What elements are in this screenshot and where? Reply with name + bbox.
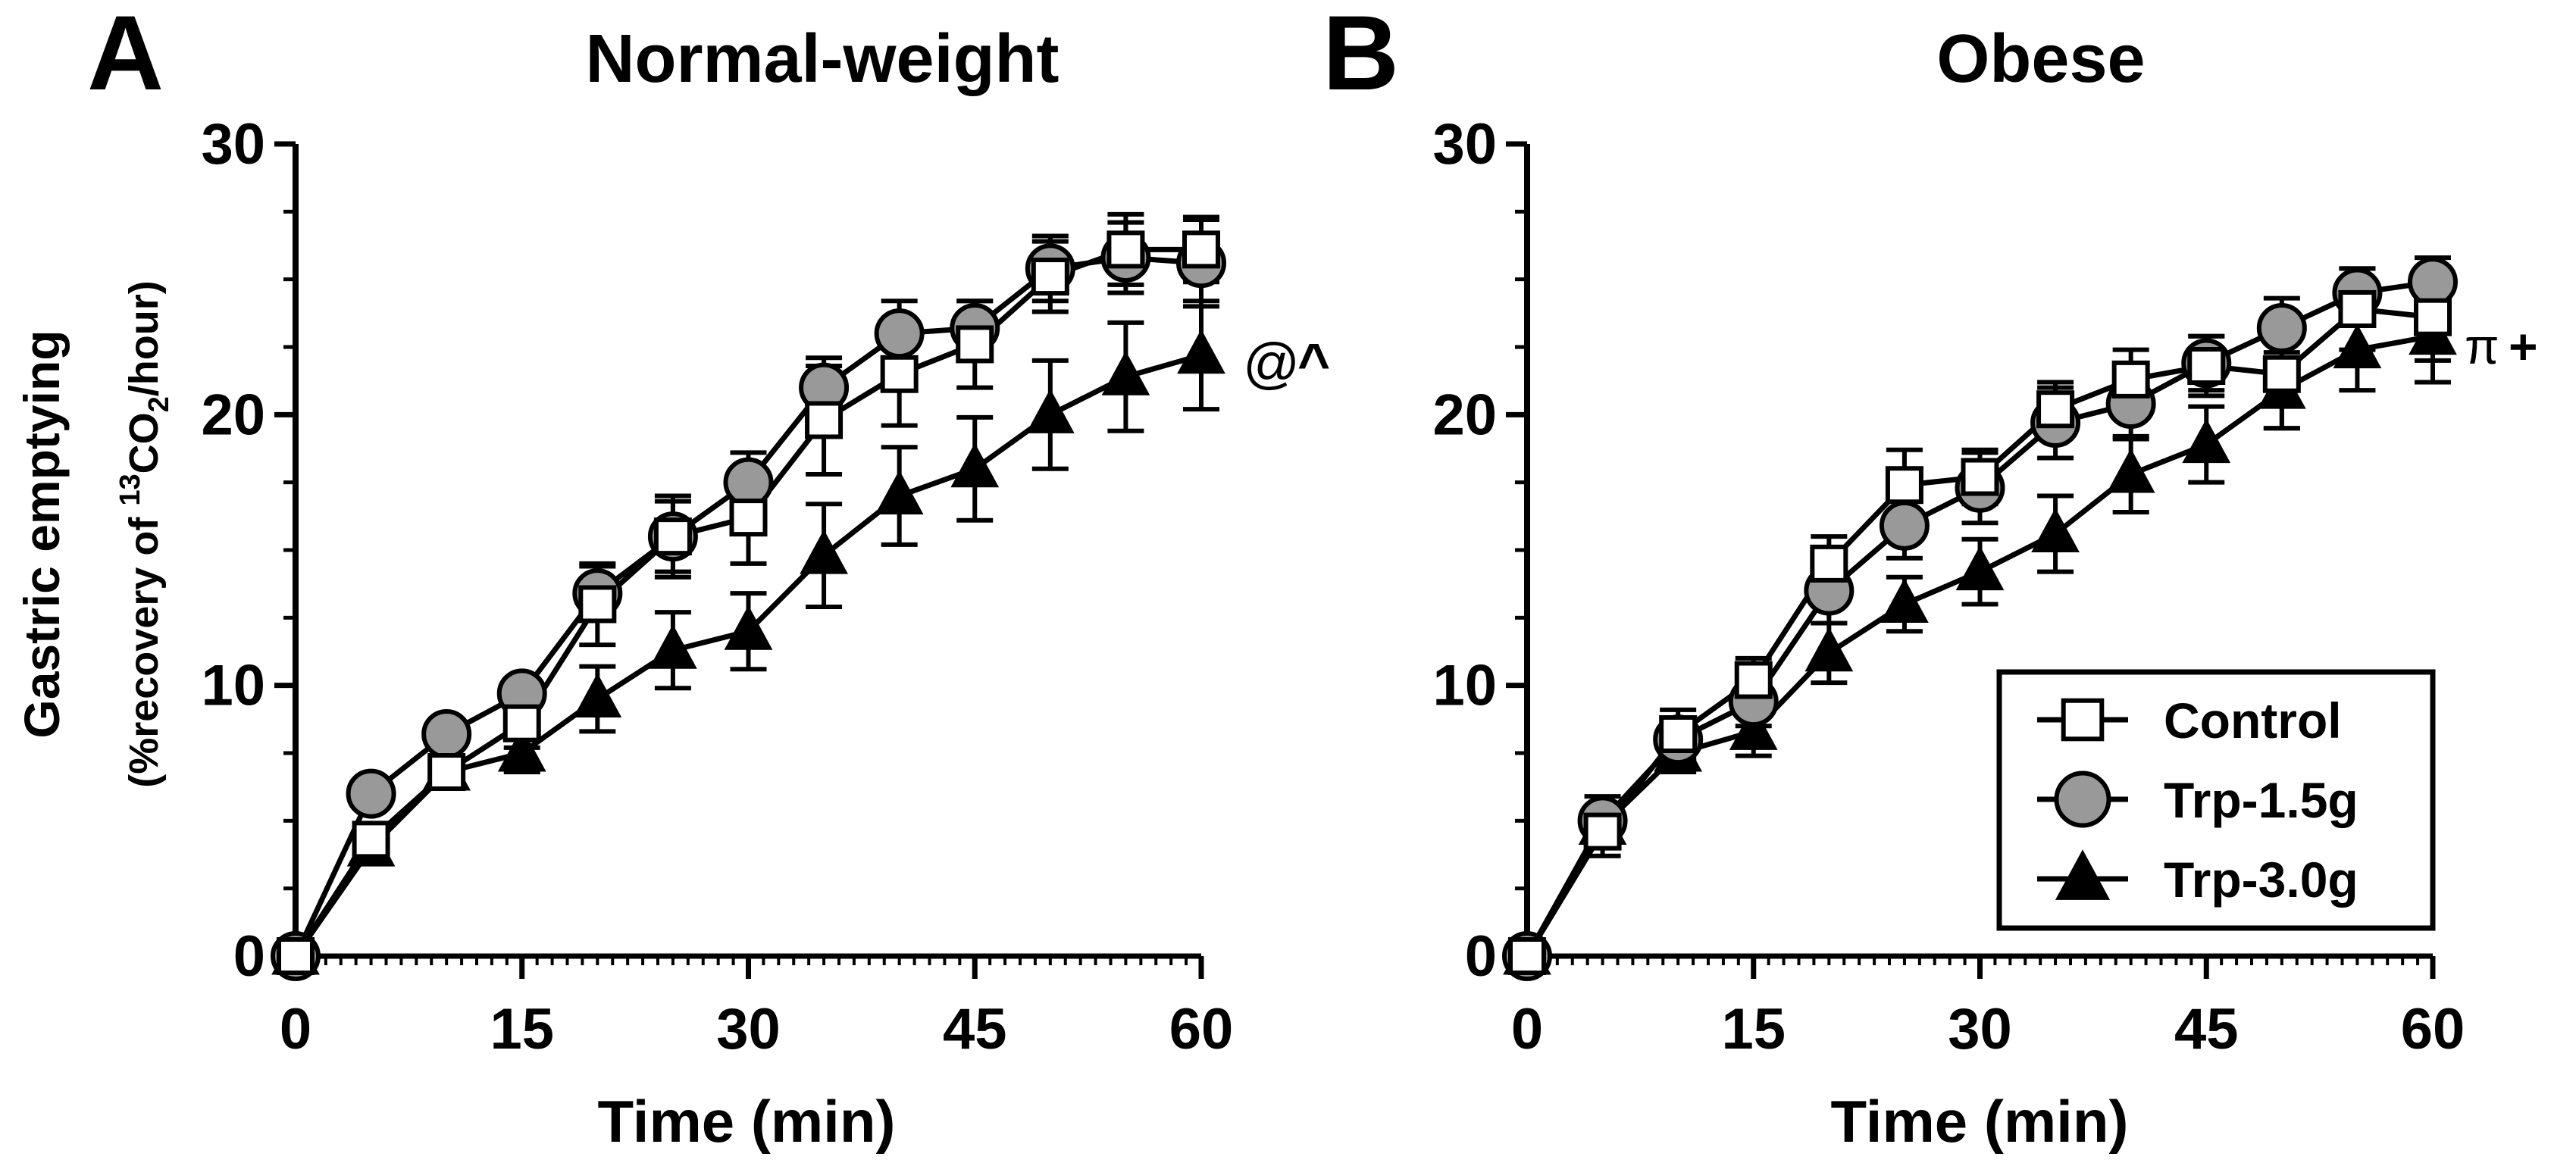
panel-a-y-tick-label: 20 — [201, 383, 265, 447]
panel-b-y-tick-label: 30 — [1432, 112, 1497, 177]
panel-b-x-tick-label: 0 — [1511, 997, 1543, 1061]
panel-b-point-circle — [2408, 257, 2458, 308]
panel-b-point-circle — [2256, 302, 2307, 353]
panel-a-point-square — [1106, 230, 1145, 269]
panel-a-point-triangle — [1025, 389, 1075, 433]
panel-a-point-square — [578, 585, 617, 624]
panel-b-point-square — [2338, 289, 2377, 328]
panel-b-point-square — [2036, 390, 2075, 429]
panel-a-point-square — [805, 401, 844, 439]
legend-label: Trp-1.5g — [2164, 772, 2358, 828]
panel-a-annotation-at: @ — [1243, 332, 1300, 395]
panel-b-point-triangle — [1729, 705, 1778, 750]
panel-b-point-square — [1961, 458, 1999, 496]
panel-a-axes — [274, 141, 1204, 979]
panel-b-point-triangle — [2182, 418, 2231, 464]
panel-b-y-tick-label: 10 — [1432, 654, 1497, 718]
panel-b-point-triangle — [1804, 627, 1854, 672]
panel-a-point-circle — [874, 308, 925, 359]
panel-a-x-tick-label: 60 — [1169, 997, 1234, 1061]
panel-b-tick-labels: 0 10 20 30 0 15 30 45 60 — [1432, 112, 2465, 1061]
panel-b-x-tick-label: 60 — [2401, 997, 2465, 1061]
panel-b-point-square — [2187, 347, 2226, 386]
panel-b-point-square — [1885, 466, 1923, 505]
panel-b-y-tick-label: 20 — [1432, 383, 1497, 447]
panel-a-point-triangle — [497, 727, 546, 772]
panel-b-x-tick-label: 15 — [1721, 997, 1786, 1061]
panel-b-annotation-pi: π — [2465, 318, 2499, 374]
panel-a-point-triangle — [1177, 329, 1225, 374]
panel-b-point-triangle — [1880, 578, 1929, 623]
panel-b-point-square — [1734, 661, 1773, 699]
panel-a-x-axis-label: Time (min) — [598, 1088, 896, 1155]
panel-a-point-triangle — [875, 470, 924, 515]
panel-a-x-tick-label: 0 — [280, 997, 311, 1061]
panel-b-point-square — [1659, 714, 1698, 753]
panel-a-point-square — [502, 704, 541, 742]
legend-label: Trp-3.0g — [2164, 852, 2358, 908]
panel-b-title: Obese — [1936, 21, 2145, 97]
panel-a-point-circle — [723, 457, 774, 508]
panel-b-point-square — [1810, 544, 1848, 583]
panel-b-point-triangle — [2031, 508, 2080, 553]
legend-marker-circle — [2054, 771, 2111, 828]
panel-a-point-square — [653, 517, 692, 556]
panel-a-point-square — [880, 355, 919, 393]
panel-a-title: Normal-weight — [585, 21, 1059, 97]
panel-a-point-triangle — [573, 673, 622, 718]
panel-a-y-tick-label: 0 — [233, 924, 265, 989]
panel-a: A Normal-weight 0 10 20 30 0 15 30 45 60 Time (m… — [87, 0, 1330, 1155]
legend-label: Control — [2164, 692, 2342, 749]
panel-a-letter: A — [87, 0, 164, 112]
panel-b-annotation-plus: + — [2509, 318, 2538, 374]
panel-a-point-square — [1031, 258, 1069, 296]
panel-b: B Obese 0 10 20 30 0 15 30 45 60 Time (min) π + — [1322, 0, 2538, 1155]
panel-a-point-square — [427, 753, 466, 792]
panel-b-point-square — [2262, 355, 2301, 393]
panel-a-point-square — [729, 499, 768, 537]
panel-b-y-tick-label: 0 — [1465, 924, 1497, 989]
panel-a-point-triangle — [950, 442, 1000, 488]
panel-b-point-triangle — [2106, 448, 2155, 493]
panel-a-tick-labels: 0 10 20 30 0 15 30 45 60 — [201, 112, 1233, 1061]
panel-a-y-tick-label: 10 — [201, 654, 265, 718]
panel-a-point-circle — [421, 708, 472, 759]
panel-b-point-circle — [1879, 500, 1930, 551]
panel-a-point-triangle — [800, 529, 848, 574]
panel-b-point-square — [1583, 812, 1622, 851]
panel-a-point-circle — [346, 768, 396, 819]
y-axis-label-line1: Gastric emptying — [14, 330, 70, 738]
panel-a-annotation-caret: ^ — [1297, 332, 1330, 395]
panel-a-x-tick-label: 15 — [490, 997, 554, 1061]
panel-a-point-square — [1182, 230, 1220, 269]
legend-marker-triangle — [2055, 849, 2111, 900]
panel-b-x-tick-label: 45 — [2174, 997, 2239, 1061]
panel-a-point-triangle — [649, 624, 697, 669]
panel-a-x-tick-label: 45 — [943, 997, 1007, 1061]
panel-b-x-tick-label: 30 — [1948, 997, 2012, 1061]
legend: Control Trp-1.5g Trp-3.0g — [1996, 669, 2436, 931]
panel-b-point-triangle — [2333, 324, 2382, 369]
legend-marker-square — [2061, 698, 2105, 742]
panel-a-point-square — [956, 325, 994, 364]
panel-a-x-tick-label: 30 — [716, 997, 781, 1061]
panel-a-point-triangle — [1101, 351, 1150, 395]
panel-b-point-square — [1508, 937, 1546, 975]
panel-b-point-square — [2414, 298, 2452, 336]
panel-a-point-square — [352, 821, 390, 859]
panel-a-point-square — [277, 937, 315, 975]
y-axis-label-line2: (%recovery of 13CO2/hour) — [114, 280, 175, 788]
panel-b-letter: B — [1322, 0, 1399, 112]
panel-a-point-triangle — [724, 605, 773, 650]
panel-b-point-triangle — [1955, 545, 2005, 591]
panel-a-series — [271, 211, 1226, 981]
panel-b-series — [1502, 255, 2458, 981]
panel-b-point-square — [2111, 360, 2150, 399]
panel-a-y-tick-label: 30 — [201, 112, 265, 177]
panel-b-x-axis-label: Time (min) — [1831, 1088, 2129, 1155]
